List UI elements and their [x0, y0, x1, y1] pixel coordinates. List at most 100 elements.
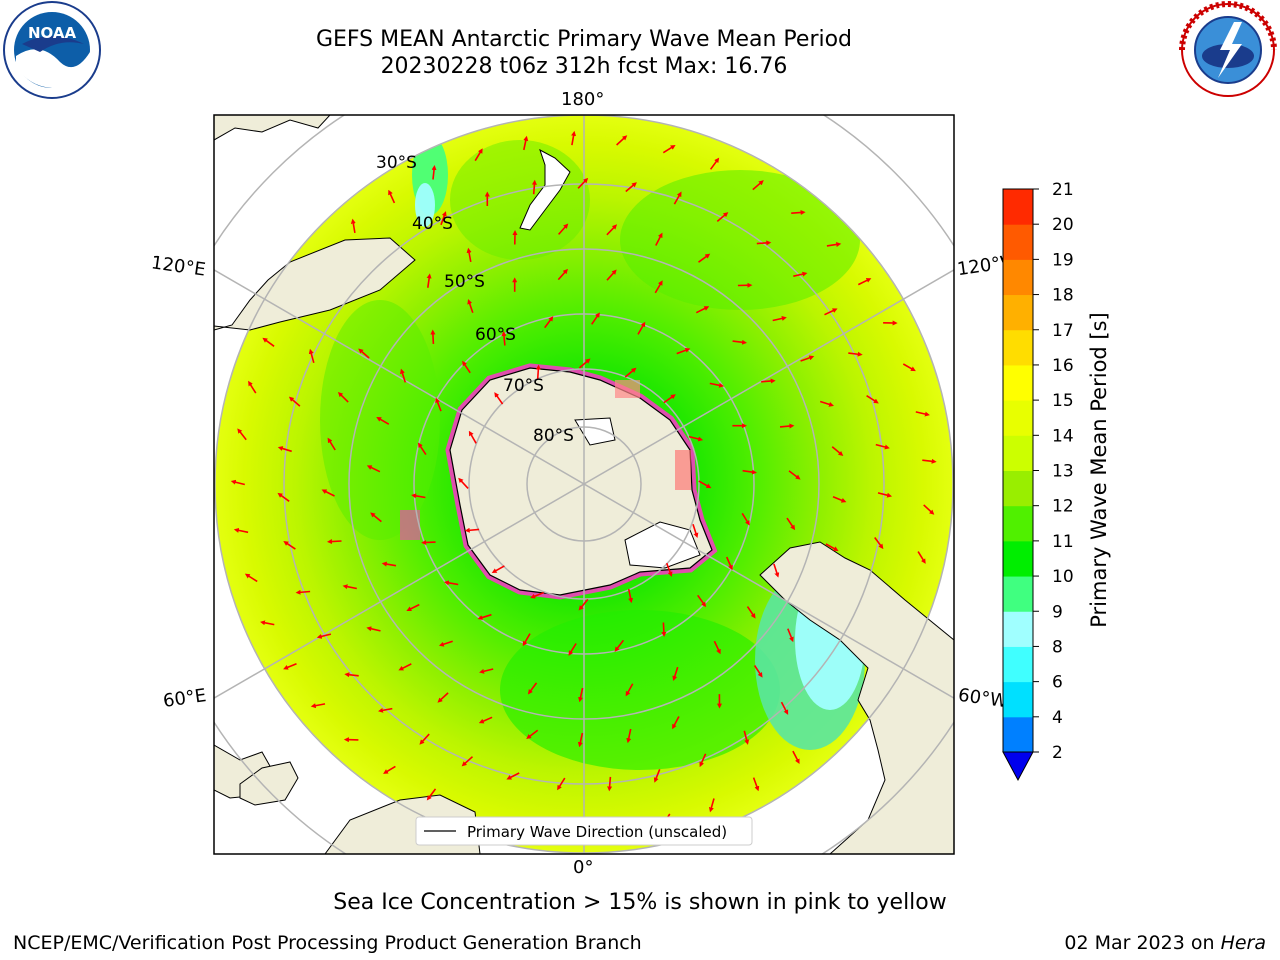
wave-arrow [756, 240, 772, 246]
wave-arrow [417, 442, 427, 456]
lat-label-30s: 30°S [376, 153, 417, 173]
wave-arrow [752, 777, 760, 792]
wave-arrow [662, 144, 676, 154]
noaa-logo: NOAA [3, 1, 101, 99]
colorbar-segment [1003, 646, 1033, 683]
wave-arrow [761, 378, 776, 384]
wave-arrow [400, 368, 407, 383]
wave-arrow [695, 306, 710, 314]
wave-arrow [577, 177, 589, 189]
wave-arrow [607, 776, 613, 792]
wave-arrow [874, 537, 884, 550]
wave-direction-arrows [230, 130, 937, 837]
wave-arrow [295, 589, 311, 595]
wave-arrow [310, 703, 326, 709]
wave-arrow [831, 446, 844, 457]
wave-arrow [676, 347, 691, 355]
wave-arrow [848, 351, 863, 357]
colorbar-tick-label: 9 [1052, 602, 1063, 622]
wave-arrow [344, 672, 359, 678]
wave-arrow [437, 692, 449, 703]
wave-arrow [665, 562, 673, 577]
wave-arrow [672, 666, 679, 681]
wave-arrow [523, 135, 529, 151]
wave-arrow [616, 135, 628, 146]
wave-arrow [526, 729, 539, 740]
wave-arrow [316, 633, 332, 639]
colorbar-segment [1003, 329, 1033, 366]
wave-arrow [786, 517, 796, 531]
wave-arrow [506, 772, 520, 780]
wave-arrow [438, 640, 453, 647]
wave-arrow [248, 380, 257, 394]
wave-arrow [557, 777, 566, 791]
wave-arrow [875, 443, 890, 450]
wave-arrow [378, 707, 393, 713]
wave-arrow [370, 512, 382, 523]
colorbar-segment [1003, 716, 1033, 753]
wave-arrow [624, 367, 637, 378]
wave-arrow [527, 682, 538, 695]
colorbar-segment [1003, 540, 1033, 577]
wave-arrow [923, 504, 935, 515]
wave-arrow [260, 620, 275, 626]
wave-arrow [233, 527, 249, 534]
wave-arrow [819, 400, 834, 407]
colorbar-segment [1003, 400, 1033, 436]
lat-label-50s: 50°S [444, 272, 485, 292]
wave-arrow [709, 382, 725, 388]
wave-arrow [826, 242, 842, 247]
wave-arrow [792, 750, 800, 765]
wave-arrow [708, 798, 715, 813]
colorbar-segment [1003, 681, 1033, 718]
wave-arrow [743, 730, 750, 745]
wave-arrow [327, 437, 336, 451]
wave-arrow [262, 337, 275, 347]
wave-arrow [337, 391, 349, 403]
colorbar-segment [1003, 189, 1033, 225]
colorbar-tick-label: 21 [1052, 180, 1074, 200]
colorbar-segment [1003, 364, 1033, 401]
footer-date: 02 Mar 2023 on Hera [1064, 932, 1266, 954]
wave-arrow [431, 165, 437, 180]
wave-arrow [832, 496, 847, 503]
lon-label-0: 0° [573, 857, 594, 878]
lat-label-70s: 70°S [503, 376, 544, 396]
wave-arrow [544, 316, 554, 329]
wave-arrow [663, 394, 676, 404]
colorbar-label: Primary Wave Mean Period [s] [1087, 312, 1111, 628]
wave-arrow [462, 360, 471, 374]
plot-title: GEFS MEAN Antarctic Primary Wave Mean Pe… [315, 27, 853, 52]
wave-arrow [464, 527, 480, 533]
wave-arrow [625, 683, 634, 697]
wave-arrow [283, 541, 296, 550]
colorbar-tick-label: 11 [1052, 532, 1074, 552]
wave-arrow [653, 769, 661, 783]
wave-arrow [654, 280, 663, 294]
colorbar-tick-label: 10 [1052, 567, 1074, 587]
wave-arrow [655, 232, 663, 246]
wave-arrow [577, 732, 584, 748]
wave-arrow [915, 411, 930, 417]
wave-arrow [713, 640, 721, 655]
wave-arrow [383, 765, 396, 774]
colorbar-tick-label: 12 [1052, 497, 1074, 517]
wave-arrow [877, 492, 893, 498]
wave-arrow [461, 756, 474, 767]
colorbar-segment [1003, 224, 1033, 260]
colorbar-tick-label: 17 [1052, 321, 1074, 341]
wave-arrow [673, 191, 682, 205]
wave-arrow [479, 668, 494, 674]
wave-arrow [358, 348, 370, 359]
wave-arrow [568, 643, 577, 656]
wave-arrow [501, 331, 507, 346]
wave-arrow [614, 639, 625, 652]
wave-arrow [902, 363, 916, 372]
wave-arrow [753, 665, 763, 678]
wave-arrow [406, 603, 420, 612]
colorbar-tick-label: 8 [1052, 637, 1063, 657]
arrow-legend: Primary Wave Direction (unscaled) [415, 816, 753, 846]
footer-branch: NCEP/EMC/Verification Post Processing Pr… [13, 932, 642, 954]
wave-arrow [426, 273, 432, 288]
